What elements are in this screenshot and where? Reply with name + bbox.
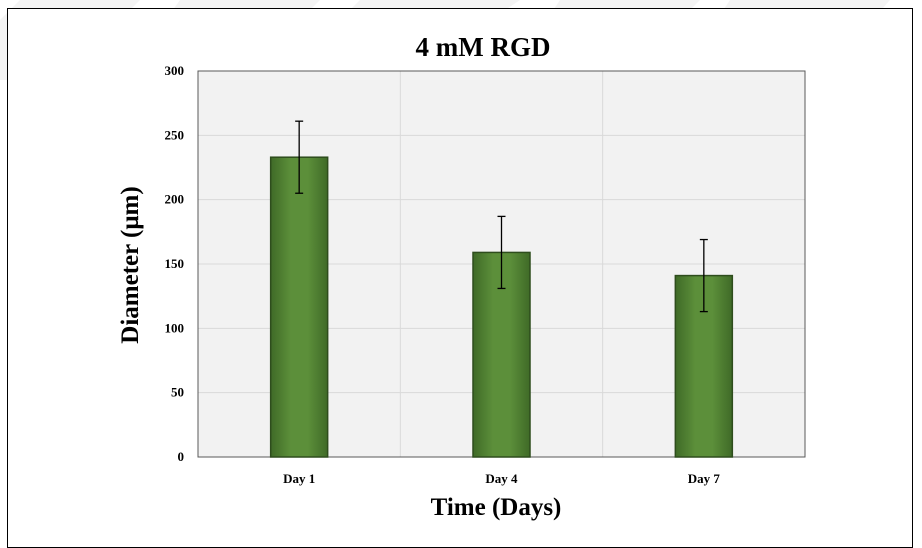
chart-title: 4 mM RGD xyxy=(416,32,551,62)
error-bar xyxy=(699,238,708,313)
error-bar xyxy=(497,215,506,290)
y-tick-label: 100 xyxy=(165,320,185,335)
y-tick-label: 150 xyxy=(165,256,185,271)
x-tick-label: Day 1 xyxy=(283,471,315,486)
y-tick-label: 300 xyxy=(165,63,185,78)
y-axis-ticks: 0 50 100 150 200 250 300 xyxy=(165,63,185,464)
y-axis-label: Diameter (μm) xyxy=(117,186,144,343)
x-tick-label: Day 4 xyxy=(485,471,518,486)
y-tick-label: 250 xyxy=(165,127,185,142)
x-axis-ticks: Day 1 Day 4 Day 7 xyxy=(283,471,720,486)
error-bars xyxy=(295,120,708,313)
error-bar xyxy=(295,120,304,194)
x-tick-label: Day 7 xyxy=(688,471,721,486)
y-tick-label: 200 xyxy=(165,192,185,207)
x-axis-label: Time (Days) xyxy=(431,494,562,521)
y-tick-label: 0 xyxy=(178,449,185,464)
y-tick-label: 50 xyxy=(171,385,184,400)
bar-day-1 xyxy=(269,156,329,458)
